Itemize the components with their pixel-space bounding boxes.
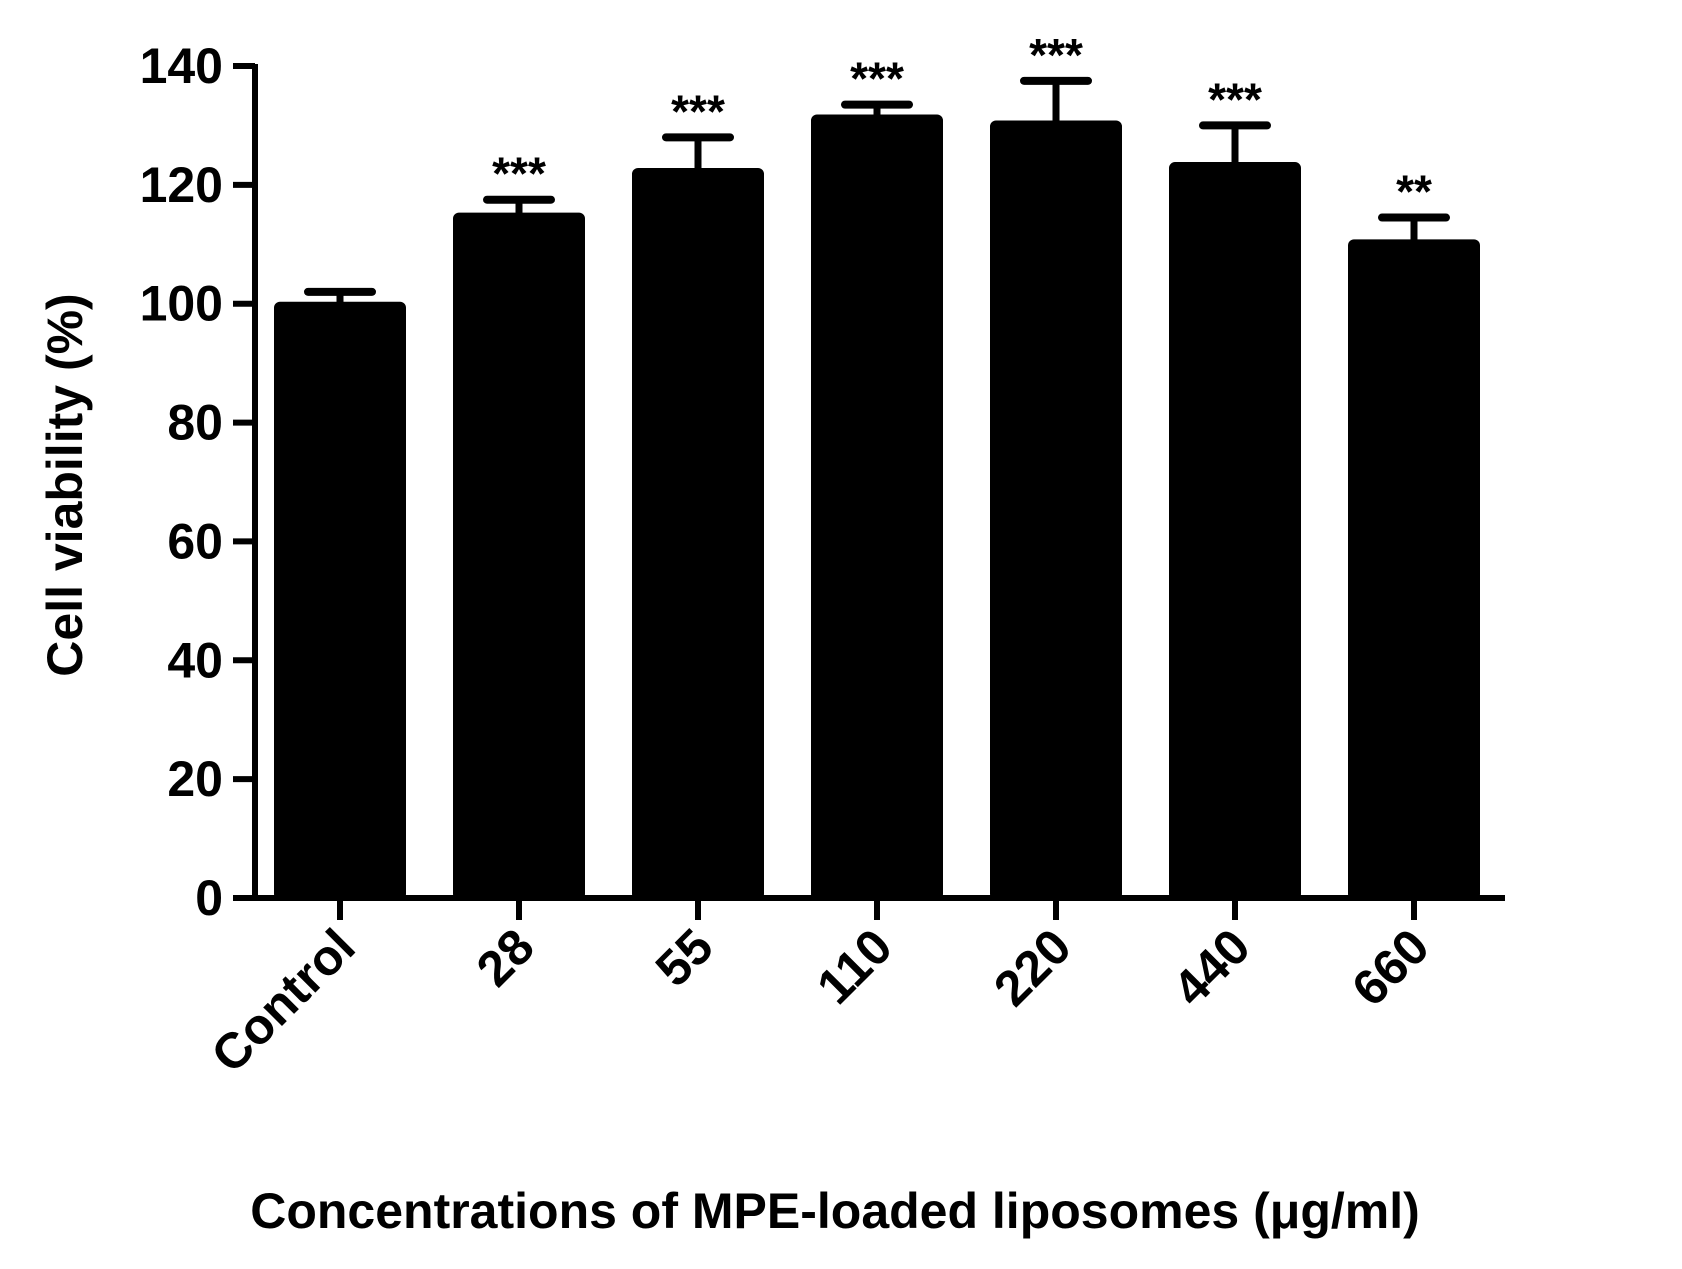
y-tick-label: 80 — [167, 395, 223, 451]
y-axis-label: Cell viability (%) — [37, 293, 93, 676]
bar — [453, 212, 585, 901]
significance-label: *** — [671, 85, 725, 137]
x-tick-label: Control — [201, 918, 366, 1083]
y-tick-label: 0 — [195, 870, 223, 926]
x-tick-label: 110 — [806, 918, 903, 1015]
x-tick-label: 220 — [983, 918, 1082, 1017]
x-tick-label: 660 — [1341, 918, 1440, 1017]
bar — [1169, 162, 1301, 901]
significance-label: *** — [1029, 29, 1083, 81]
significance-label: *** — [1208, 73, 1262, 125]
bar — [632, 168, 764, 900]
x-axis: Control 28 55 110 220 440 660 — [201, 895, 1505, 1083]
bar — [1348, 239, 1480, 901]
significance-label: *** — [850, 53, 904, 105]
bar — [274, 301, 406, 900]
bar — [811, 114, 943, 900]
axis-labels: Cell viability (%) Concentrations of MPE… — [37, 293, 1420, 1239]
y-tick-label: 60 — [167, 513, 223, 569]
bar — [990, 120, 1122, 900]
x-axis-label: Concentrations of MPE-loaded liposomes (… — [250, 1183, 1420, 1239]
y-tick-label: 140 — [140, 38, 223, 94]
x-tick-label: 55 — [645, 918, 724, 997]
y-axis: 0 20 40 60 80 100 120 140 — [140, 38, 258, 926]
bars: ********* ******** — [274, 29, 1480, 901]
y-tick-label: 20 — [167, 751, 223, 807]
significance-label: *** — [492, 148, 546, 200]
y-tick-label: 40 — [167, 632, 223, 688]
y-tick-label: 100 — [140, 276, 223, 332]
x-tick-label: 28 — [466, 918, 545, 997]
x-tick-label: 440 — [1162, 918, 1261, 1017]
y-tick-label: 120 — [140, 157, 223, 213]
significance-label: ** — [1396, 166, 1432, 218]
